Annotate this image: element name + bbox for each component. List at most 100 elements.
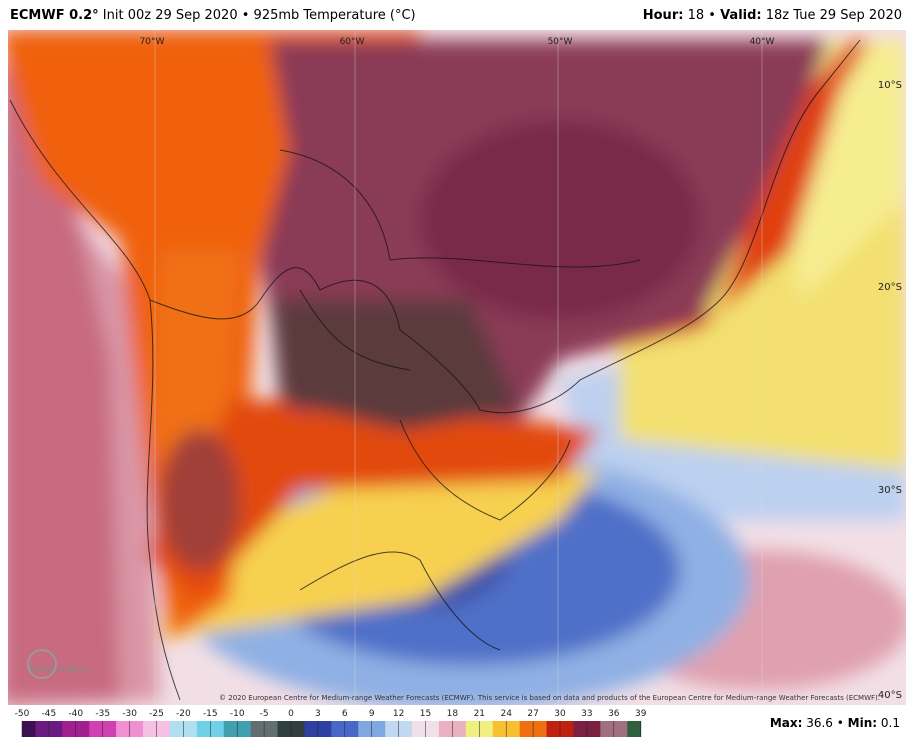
borders (9, 39, 861, 701)
colorbar-segment (560, 721, 568, 737)
credit: © 2020 European Centre for Medium-range … (219, 694, 880, 702)
colorbar-label: 6 (342, 709, 348, 719)
colorbar-segment (62, 721, 70, 737)
colorbar-segment (55, 721, 63, 737)
colorbar-segment (351, 721, 359, 737)
lon-label: 70°W (140, 37, 165, 47)
colorbar-segment (304, 721, 312, 737)
field: 925mb Temperature (°C) (253, 8, 416, 23)
colorbar-segment (42, 721, 50, 737)
colorbar-segment (75, 721, 84, 737)
colorbar-segment (580, 721, 588, 737)
colorbar-segment (486, 721, 494, 737)
colorbar-segment (546, 721, 554, 737)
colorbar-segment (452, 721, 460, 737)
colorbar-segment (257, 721, 265, 737)
lat-label: 20°S (878, 282, 902, 293)
colorbar-label: -50 (15, 709, 30, 719)
colorbar-segment (28, 721, 36, 737)
colorbar-segment (48, 721, 57, 737)
colorbar-segment (600, 721, 608, 737)
colorbar-segment (277, 721, 285, 737)
colorbar-label: -20 (176, 709, 191, 719)
colorbar-segment (438, 721, 447, 737)
colorbar-label: 18 (447, 709, 459, 719)
sep: • (836, 716, 844, 730)
colorbar-label: -15 (203, 709, 218, 719)
colorbar-label: -10 (230, 709, 245, 719)
colorbar-segment (284, 721, 292, 737)
colorbar-segment (89, 721, 97, 737)
colorbar-segment (512, 721, 521, 737)
colorbar-segment (445, 721, 453, 737)
colorbar-label: 30 (554, 709, 566, 719)
colorbar-segment (499, 721, 507, 737)
colorbar-segment (385, 721, 393, 737)
colorbar-segment (566, 721, 574, 737)
max-label: Max: (769, 716, 803, 730)
colorbar-label: 0 (288, 709, 294, 719)
colorbar-segment (553, 721, 561, 737)
colorbar-segment (607, 721, 615, 737)
graticule (154, 30, 763, 705)
header-left: ECMWF 0.2° Init 00z 29 Sep 2020 • 925mb … (10, 8, 416, 23)
lat-label: 10°S (878, 80, 902, 91)
min-label: Min: (847, 716, 878, 730)
colorbar-segment (250, 721, 258, 737)
colorbar-segment (237, 721, 245, 737)
colorbar-segment (243, 721, 252, 737)
colorbar-segment (122, 721, 131, 737)
lat-label: 40°S (878, 690, 902, 701)
model: ECMWF 0.2° (10, 8, 99, 23)
colorbar-segment (230, 721, 238, 737)
colorbar-segment (210, 721, 218, 737)
lat-labels: 10°S 20°S 30°S 40°S (878, 80, 902, 701)
colorbar-segment (149, 721, 157, 737)
colorbar-segment (519, 721, 527, 737)
colorbar-segment (586, 721, 595, 737)
colorbar: -50 -45 -40 -35 -30 -25 -20 -15 -10 -5 0 3 6 9 12 15 18 2… (15, 709, 647, 737)
lon-label: 40°W (750, 37, 775, 47)
colorbar-label: 39 (635, 709, 647, 719)
colorbar-segment (324, 721, 332, 737)
min: 0.1 (880, 716, 900, 730)
colorbar-label: 24 (500, 709, 512, 719)
colorbar-segment (526, 721, 534, 737)
colorbar-label: -5 (260, 709, 269, 719)
colorbar-segment (196, 721, 205, 737)
colorbar-segment (264, 721, 272, 737)
colorbar-segment (82, 721, 90, 737)
colorbar-segment (398, 721, 406, 737)
colorbar-segment (203, 721, 211, 737)
colorbar-label: 33 (581, 709, 592, 719)
colorbar-segment (331, 721, 339, 737)
colorbar-label: 36 (608, 709, 620, 719)
colorbar-segment (472, 721, 480, 737)
colorbar-segment (183, 721, 191, 737)
colorbar-segment (163, 721, 171, 737)
max: 36.6 (806, 716, 833, 730)
colorbar-label: 15 (420, 709, 431, 719)
logo-mark (27, 649, 57, 679)
init: Init 00z 29 Sep 2020 (102, 8, 238, 23)
colorbar-segment (412, 721, 420, 737)
logo: WeatherBELL (30, 665, 90, 675)
stats: Max: 36.6 • Min: 0.1 (770, 716, 900, 730)
colorbar-segment (573, 721, 581, 737)
header: ECMWF 0.2° Init 00z 29 Sep 2020 • 925mb … (0, 0, 914, 30)
colorbar-segment (459, 721, 467, 737)
colorbar-label: -35 (95, 709, 110, 719)
colorbar-label: -45 (42, 709, 57, 719)
colorbar-segment (405, 721, 413, 737)
colorbar-label: 27 (527, 709, 538, 719)
colorbar-label: -40 (68, 709, 83, 719)
colorbar-segment (217, 721, 225, 737)
valid-label: Valid: (720, 8, 762, 23)
colorbar-segment (176, 721, 184, 737)
colorbar-segment (533, 721, 541, 737)
colorbar-segment (492, 721, 500, 737)
colorbar-segment (371, 721, 379, 737)
colorbar-segment (116, 721, 124, 737)
